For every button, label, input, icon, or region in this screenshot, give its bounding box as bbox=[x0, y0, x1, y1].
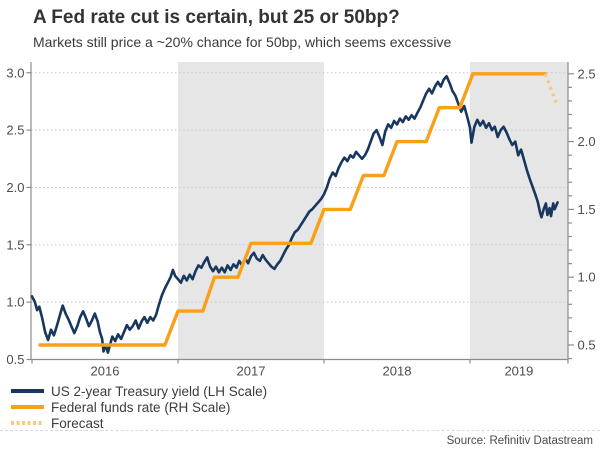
right-axis-label: 2.0 bbox=[578, 134, 596, 149]
right-axis-label: 0.5 bbox=[578, 338, 596, 353]
right-axis-label: 2.5 bbox=[578, 66, 596, 81]
source-attribution: Source: Refinitiv Datastream bbox=[446, 435, 593, 447]
right-axis-label: 1.5 bbox=[578, 202, 596, 217]
series-line-us-2y-treasury-yield bbox=[30, 74, 559, 354]
x-axis-label: 2019 bbox=[504, 364, 533, 379]
legend-label: Forecast bbox=[51, 415, 104, 431]
legend-item-forecast: Forecast bbox=[11, 415, 267, 431]
x-axis-label: 2017 bbox=[237, 364, 266, 379]
x-axis-label: 2016 bbox=[91, 364, 120, 379]
chart-header: A Fed rate cut is certain, but 25 or 50b… bbox=[33, 6, 593, 51]
left-axis-label: 2.0 bbox=[6, 180, 24, 195]
navy-line-swatch-icon bbox=[11, 389, 44, 393]
right-axis-label: 1.0 bbox=[578, 270, 596, 285]
chart-legend: US 2-year Treasury yield (LH Scale) Fede… bbox=[11, 383, 267, 431]
x-axis-label: 2018 bbox=[383, 364, 412, 379]
dotted-line-swatch-icon bbox=[11, 421, 44, 425]
orange-line-swatch-icon bbox=[11, 405, 44, 409]
series-line-federal-funds-rate bbox=[38, 72, 547, 347]
year-shading-band bbox=[470, 62, 568, 360]
legend-label: Federal funds rate (RH Scale) bbox=[51, 399, 231, 415]
year-shading-band bbox=[178, 62, 324, 360]
series-line-forecast bbox=[543, 73, 560, 107]
left-axis-label: 1.0 bbox=[6, 295, 24, 310]
legend-label: US 2-year Treasury yield (LH Scale) bbox=[51, 383, 268, 399]
footer-divider bbox=[0, 430, 600, 431]
left-axis-label: 0.5 bbox=[6, 352, 24, 367]
left-axis-label: 1.5 bbox=[6, 237, 24, 252]
page-title: A Fed rate cut is certain, but 25 or 50b… bbox=[33, 7, 400, 28]
legend-item-treasury-yield: US 2-year Treasury yield (LH Scale) bbox=[11, 383, 267, 399]
page-subtitle: Markets still price a ~20% chance for 50… bbox=[33, 33, 452, 50]
left-axis-label: 2.5 bbox=[6, 123, 24, 138]
left-axis-label: 3.0 bbox=[6, 65, 24, 80]
legend-item-fed-funds: Federal funds rate (RH Scale) bbox=[11, 399, 267, 415]
